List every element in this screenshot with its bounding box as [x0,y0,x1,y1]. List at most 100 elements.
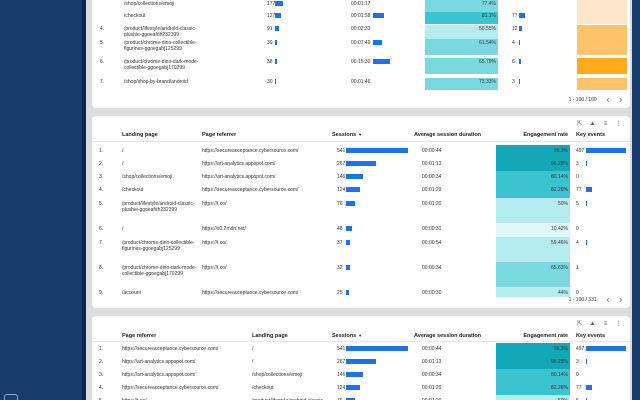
page-referrer: https://secureacceptance.cybersource.com… [202,187,299,193]
key-events-value: 0 [576,226,579,232]
landing-page: /product/chrome-dino-collectible-figurin… [122,240,195,252]
table-row[interactable]: 3. /shop/collections/emoji https://art-ana… [92,171,630,184]
landing-page: /product/lifestyle/android-classic-plush… [122,201,195,213]
engagement-cell [496,223,570,237]
duration-value: 00:00:31 [422,226,442,232]
table-row[interactable]: 5. https://t.co/ /product/lifestyle/androi… [92,395,630,400]
sessions-bar [346,398,355,400]
key-events-cell [577,58,627,74]
export-icon[interactable]: ⇱ [576,121,583,127]
key-events-value: 497 [576,346,585,352]
key-events-value: 77 [576,187,582,193]
sessions-value: 541 [337,346,346,352]
filter-icon[interactable]: ≡ [603,321,608,327]
duration-value: 00:00:34 [422,265,442,271]
filter-icon[interactable]: ≡ [603,121,608,127]
key-events-bar [586,148,626,153]
key-events-cell [577,39,627,55]
engagement-cell [425,58,498,74]
duration-value: 00:01:29 [422,187,442,193]
sessions-value: 124 [337,187,346,193]
pagination-range: 1 - 100 / 331 [568,297,597,303]
engagement-value: 80.14% [551,174,568,180]
header-sessions[interactable]: Sessions ▼ [332,333,363,339]
sessions-bar [346,359,377,364]
sessions-value: 38 [267,59,273,65]
export-icon[interactable]: ⇱ [576,321,583,327]
duration-value: 00:00:30 [422,290,442,296]
table-row[interactable]: 7. /shop/shop-by-brand/android 30 00:01:46 7… [92,78,630,90]
engagement-cell [496,356,570,369]
header-key-events: Key events [576,333,606,339]
engagement-value: 73.33% [479,79,496,85]
key-events-bar [586,161,587,166]
sessions-bar [275,79,277,84]
chevron-left-icon[interactable]: ‹ [606,295,610,304]
table-row[interactable]: 6. / https://s0.2mdn.net/48 00:00:31 10.42% 0 [92,223,630,237]
chevron-right-icon[interactable]: › [619,295,622,304]
key-events-bar [586,385,592,390]
warning-icon[interactable]: ▲ [589,121,596,127]
table-row[interactable]: 1. https://secureacceptance.cybersource.c… [92,343,630,356]
key-events-value: 5 [576,201,579,207]
more-vert-icon[interactable]: ⋮ [615,321,622,327]
engagement-value: 82.26% [551,187,568,193]
table-row[interactable]: /shop/collections/emoji 177 00:01:17 77.4% [92,0,630,12]
row-number: 2. [99,161,104,167]
page-referrer: https://secureacceptance.cybersource.com… [122,385,219,391]
key-events-value: 0 [576,290,579,296]
engagement-value: 65.79% [479,59,496,65]
key-events-bar [586,346,626,351]
table-row[interactable]: 4. https://secureacceptance.cybersource.c… [92,382,630,395]
duration-bar [373,40,382,45]
key-events-value: 4 [512,40,515,46]
engagement-value: 77.4% [481,1,496,7]
engagement-cell [425,25,498,41]
table-row[interactable]: 5. /product/chrome-dino-collectible-figur… [92,39,630,55]
engagement-value: 96.25% [551,359,568,365]
table-row[interactable]: 2. / https://art-analytics.appspot.com/267… [92,158,630,171]
sort-desc-icon[interactable]: ▼ [358,132,363,137]
sessions-value: 267 [337,161,346,167]
table-row[interactable]: 6. /product/chrome-dino-dark-mode-collect… [92,58,630,74]
duration-value: 00:01:17 [351,1,371,7]
table-row[interactable]: 5. /product/lifestyle/android-classic-plu… [92,198,630,223]
sessions-value: 127 [267,13,276,19]
sessions-value: 25 [337,290,343,296]
key-events-bar [586,240,587,245]
key-events-bar [519,40,521,45]
row-number: 7. [100,79,105,85]
more-vert-icon[interactable]: ⋮ [615,121,622,127]
duration-value: 00:00:34 [422,372,442,378]
sessions-value: 91 [267,26,273,32]
pagination: 1 - 100 / 160 ‹ › [569,96,622,104]
key-events-value: 497 [576,148,585,154]
engagement-value: 50.55% [479,26,496,32]
row-number: 5. [100,40,105,46]
header-landing-page: Landing page [252,333,288,339]
table-row[interactable]: 8. /product/chrome-dino-dark-mode-collect… [92,262,630,287]
sessions-bar [275,26,280,31]
table-row[interactable]: 4. /checkout https://secureacceptance.cybe… [92,184,630,198]
sessions-bar [346,372,363,377]
table-row[interactable]: 4. /product/lifestyle/android-classic-plu… [92,25,630,41]
table-row[interactable]: 2. https://art-analytics.appspot.com/ / 267… [92,356,630,369]
page-referrer: https://t.co/ [202,240,227,246]
key-events-value: 3 [512,79,515,85]
table-row[interactable]: /checkout 127 00:01:58 81.1% 77 [92,12,630,24]
sessions-value: 267 [337,359,346,365]
table-row[interactable]: 1. / https://secureacceptance.cybersource.… [92,145,630,158]
table-row[interactable]: 3. https://art-analytics.appspot.com/ /sho… [92,369,630,382]
sort-desc-icon[interactable]: ▼ [358,333,363,338]
table-row[interactable]: 7. /product/chrome-dino-collectible-figur… [92,237,630,262]
chevron-left-icon[interactable]: ‹ [606,95,610,104]
duration-value: 00:01:29 [422,385,442,391]
warning-icon[interactable]: ▲ [589,321,596,327]
table-row[interactable]: 9. /account https://secureacceptance.cyber… [92,287,630,297]
key-events-bar [586,398,587,400]
header-sessions[interactable]: Sessions ▼ [332,132,363,138]
sessions-bar [346,201,355,206]
engagement-value: 96.3% [553,346,568,352]
engagement-cell [496,262,570,287]
chevron-right-icon[interactable]: › [619,95,622,104]
